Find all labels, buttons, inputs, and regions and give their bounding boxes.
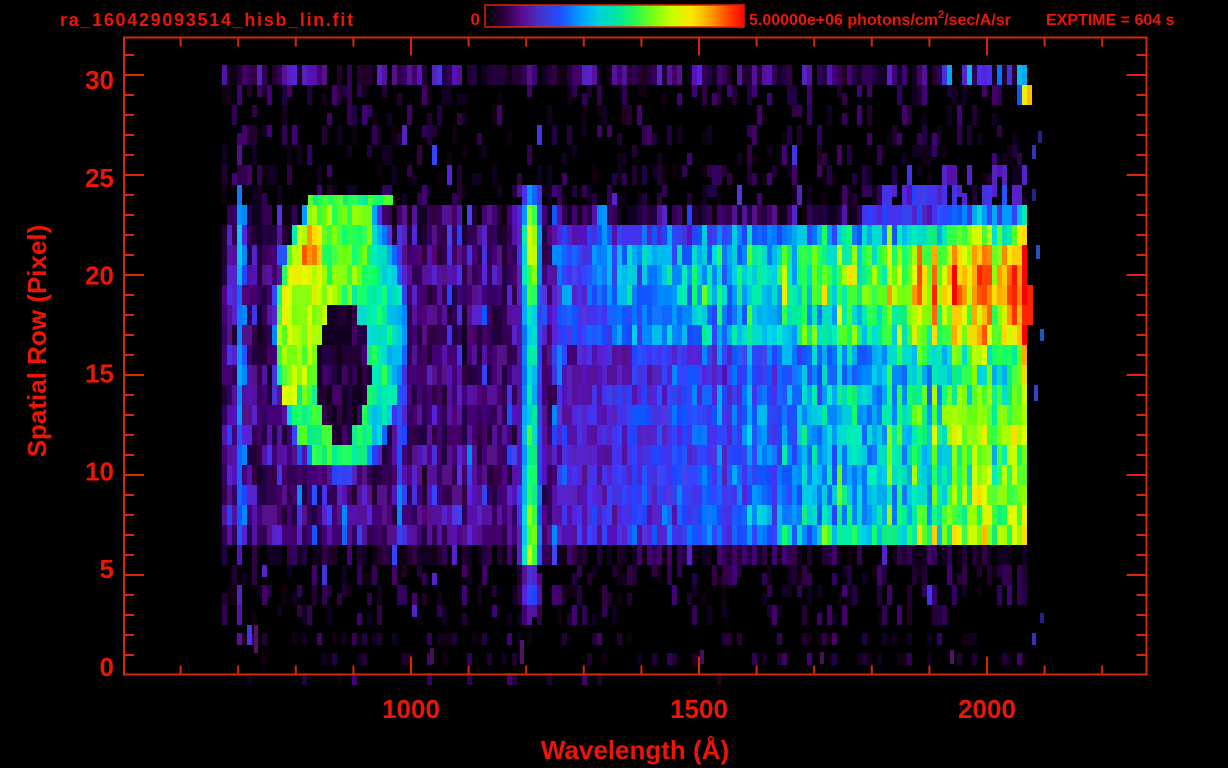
svg-text:2000: 2000 xyxy=(958,694,1016,724)
svg-text:EXPTIME = 604 s: EXPTIME = 604 s xyxy=(1046,12,1175,29)
svg-text:10: 10 xyxy=(85,456,114,486)
svg-text:Spatial Row (Pixel): Spatial Row (Pixel) xyxy=(22,225,52,458)
svg-text:20: 20 xyxy=(85,261,114,291)
svg-text:15: 15 xyxy=(85,358,114,388)
svg-text:0: 0 xyxy=(100,652,114,682)
svg-text:5.00000e+06 photons/cm2/sec/A/: 5.00000e+06 photons/cm2/sec/A/sr xyxy=(749,9,1011,29)
svg-text:ra_160429093514_hisb_lin.fit: ra_160429093514_hisb_lin.fit xyxy=(60,10,355,30)
svg-text:30: 30 xyxy=(85,65,114,95)
svg-text:1500: 1500 xyxy=(670,694,728,724)
svg-text:Wavelength (Å): Wavelength (Å) xyxy=(541,735,729,765)
svg-text:1000: 1000 xyxy=(382,694,440,724)
svg-text:25: 25 xyxy=(85,163,114,193)
svg-text:0: 0 xyxy=(471,10,480,29)
svg-text:5: 5 xyxy=(100,554,114,584)
